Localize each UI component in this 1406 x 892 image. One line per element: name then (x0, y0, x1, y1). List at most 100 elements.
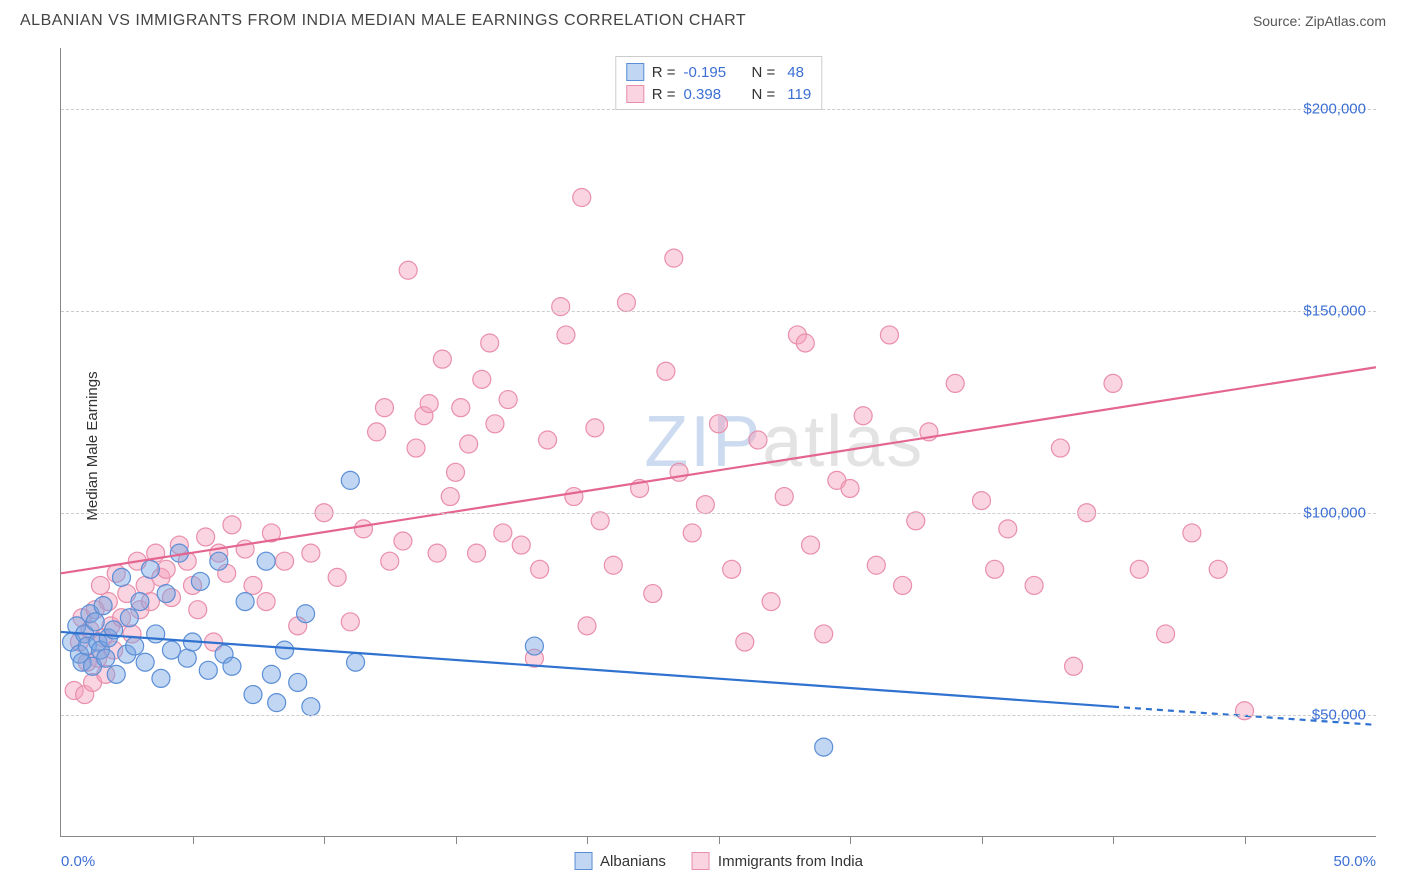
data-point (539, 431, 557, 449)
source-prefix: Source: (1253, 13, 1305, 29)
data-point (665, 249, 683, 267)
data-point (152, 669, 170, 687)
data-point (94, 597, 112, 615)
data-point (189, 601, 207, 619)
data-point (894, 576, 912, 594)
n-value: 119 (787, 86, 811, 103)
data-point (802, 536, 820, 554)
x-tick (456, 836, 457, 844)
data-point (657, 362, 675, 380)
legend-swatch (626, 63, 644, 81)
data-point (368, 423, 386, 441)
gridline (61, 311, 1376, 312)
data-point (670, 463, 688, 481)
series-legend-item: Immigrants from India (692, 852, 863, 870)
data-point (131, 593, 149, 611)
y-tick-label: $150,000 (1303, 302, 1366, 319)
series-legend-label: Immigrants from India (718, 853, 863, 870)
data-point (1157, 625, 1175, 643)
data-point (531, 560, 549, 578)
data-point (586, 419, 604, 437)
x-tick (850, 836, 851, 844)
data-point (341, 613, 359, 631)
data-point (262, 665, 280, 683)
data-point (197, 528, 215, 546)
data-point (428, 544, 446, 562)
data-point (494, 524, 512, 542)
data-point (86, 613, 104, 631)
data-point (854, 407, 872, 425)
gridline (61, 715, 1376, 716)
data-point (683, 524, 701, 542)
data-point (557, 326, 575, 344)
data-point (710, 415, 728, 433)
data-point (460, 435, 478, 453)
data-point (644, 585, 662, 603)
source-attribution: Source: ZipAtlas.com (1253, 13, 1386, 29)
data-point (147, 625, 165, 643)
correlation-legend: R =-0.195N =48R =0.398N =119 (615, 56, 822, 110)
data-point (815, 738, 833, 756)
data-point (447, 463, 465, 481)
data-point (736, 633, 754, 651)
data-point (841, 479, 859, 497)
data-point (696, 496, 714, 514)
data-point (210, 552, 228, 570)
data-point (512, 536, 530, 554)
x-tick (719, 836, 720, 844)
x-tick (1245, 836, 1246, 844)
data-point (525, 637, 543, 655)
r-value: -0.195 (684, 64, 738, 81)
legend-swatch (692, 852, 710, 870)
data-point (1130, 560, 1148, 578)
data-point (199, 661, 217, 679)
data-point (1236, 702, 1254, 720)
data-point (157, 585, 175, 603)
data-point (604, 556, 622, 574)
data-point (276, 552, 294, 570)
data-point (433, 350, 451, 368)
data-point (126, 637, 144, 655)
data-point (499, 391, 517, 409)
legend-swatch (626, 85, 644, 103)
data-point (244, 576, 262, 594)
y-tick-label: $200,000 (1303, 100, 1366, 117)
trend-line (61, 632, 1113, 707)
r-label: R = (652, 86, 676, 103)
data-point (867, 556, 885, 574)
data-point (257, 552, 275, 570)
data-point (591, 512, 609, 530)
data-point (420, 395, 438, 413)
data-point (141, 560, 159, 578)
data-point (107, 665, 125, 683)
scatter-svg (61, 48, 1376, 836)
data-point (473, 370, 491, 388)
data-point (399, 261, 417, 279)
data-point (223, 516, 241, 534)
data-point (907, 512, 925, 530)
data-point (1051, 439, 1069, 457)
source-name: ZipAtlas.com (1305, 13, 1386, 29)
data-point (91, 576, 109, 594)
data-point (762, 593, 780, 611)
data-point (136, 576, 154, 594)
data-point (394, 532, 412, 550)
series-legend-item: Albanians (574, 852, 666, 870)
n-label: N = (752, 64, 776, 81)
data-point (302, 544, 320, 562)
data-point (946, 374, 964, 392)
data-point (112, 568, 130, 586)
data-point (162, 641, 180, 659)
data-point (236, 593, 254, 611)
data-point (178, 649, 196, 667)
x-tick (324, 836, 325, 844)
data-point (796, 334, 814, 352)
data-point (723, 560, 741, 578)
y-tick-label: $100,000 (1303, 504, 1366, 521)
legend-swatch (574, 852, 592, 870)
x-tick (1113, 836, 1114, 844)
data-point (244, 686, 262, 704)
series-legend-label: Albanians (600, 853, 666, 870)
data-point (486, 415, 504, 433)
data-point (297, 605, 315, 623)
